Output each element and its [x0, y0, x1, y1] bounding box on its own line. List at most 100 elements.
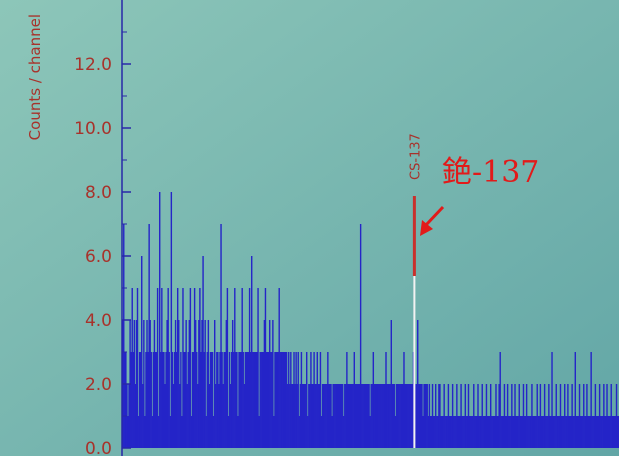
spectrum-bar	[306, 352, 308, 448]
spectrum-bar	[426, 384, 428, 448]
spectrum-bar	[372, 352, 375, 448]
spectrum-bar	[524, 416, 527, 448]
spectrum-bar	[268, 320, 271, 448]
spectrum-bar	[442, 416, 444, 448]
spectrum-bar	[255, 352, 257, 448]
spectrum-bar	[172, 384, 175, 448]
spectrum-bar	[451, 384, 454, 448]
spectrum-bar	[560, 416, 563, 448]
spectrum-bar	[236, 352, 238, 448]
spectrum-bar	[558, 416, 561, 448]
spectrum-bar	[265, 352, 268, 448]
y-tick-label: 2.0	[85, 375, 112, 395]
spectrum-bar	[148, 224, 150, 448]
spectrum-bar	[564, 384, 566, 448]
spectrum-bar	[327, 352, 329, 448]
spectrum-bar	[604, 416, 606, 448]
spectrum-bar	[212, 416, 215, 448]
spectrum-bar	[366, 384, 368, 448]
spectrum-bar	[273, 416, 275, 448]
spectrum-bar	[217, 352, 219, 448]
spectrum-bar	[535, 416, 537, 448]
spectrum-bar	[336, 384, 339, 448]
spectrum-bar	[446, 416, 449, 448]
spectrum-bar	[468, 416, 471, 448]
spectrum-bar	[133, 320, 136, 448]
spectrum-bar	[606, 384, 608, 448]
spectrum-bar	[334, 384, 336, 448]
spectrum-bar	[447, 384, 450, 448]
spectrum-bar	[616, 416, 619, 448]
spectrum-bar	[309, 384, 311, 448]
spectrum-bar	[263, 320, 266, 448]
spectrum-bar	[375, 384, 378, 448]
spectrum-bar	[405, 384, 407, 448]
spectrum-bar	[221, 352, 223, 448]
spectrum-bar	[556, 416, 559, 448]
spectrum-bar	[587, 416, 589, 448]
spectrum-bar	[137, 416, 140, 448]
spectrum-bar	[495, 384, 497, 448]
spectrum-bar	[615, 384, 618, 448]
spectrum-bar	[395, 384, 398, 448]
spectrum-bar	[588, 416, 590, 448]
spectrum-bar	[581, 416, 584, 448]
spectrum-bar	[553, 416, 555, 448]
spectrum-bar	[506, 384, 509, 448]
spectrum-bar	[235, 352, 237, 448]
spectrum-bar	[522, 384, 525, 448]
spectrum-bar	[123, 224, 125, 448]
spectrum-bar	[373, 384, 376, 448]
spectrum-bar	[161, 288, 163, 448]
spectrum-bar	[214, 320, 216, 448]
spectrum-bar	[497, 416, 499, 448]
spectrum-bar	[185, 320, 187, 448]
spectrum-bar	[326, 384, 328, 448]
spectrum-bar	[262, 352, 265, 448]
spectrum-bar	[165, 352, 167, 448]
spectrum-bar	[472, 416, 474, 448]
spectrum-bar	[602, 416, 604, 448]
spectrum-bar	[183, 352, 185, 448]
spectrum-bar	[200, 352, 202, 448]
y-tick-label: 0.0	[85, 439, 112, 456]
spectrum-bar	[574, 352, 576, 448]
spectrum-bar	[464, 384, 467, 448]
spectrum-bar	[572, 416, 574, 448]
spectrum-bar	[485, 384, 488, 448]
spectrum-bar	[222, 384, 224, 448]
spectrum-bar	[304, 384, 307, 448]
spectrum-bar	[329, 384, 331, 448]
spectrum-bar	[238, 352, 240, 448]
spectrum-bar	[542, 416, 545, 448]
spectrum-bar	[593, 416, 596, 448]
spectrum-bar	[142, 384, 144, 448]
spectrum-bar	[601, 416, 603, 448]
spectrum-bar	[302, 384, 305, 448]
spectrum-bar	[202, 256, 204, 448]
spectrum-bar	[187, 352, 189, 448]
spectrum-bar	[339, 384, 342, 448]
y-axis-ticks: 0.0 2.0 4.0 6.0 8.0 10.0 12.0	[74, 31, 131, 456]
spectrum-bar	[431, 384, 434, 448]
spectrum-bar	[384, 384, 386, 448]
spectrum-bar	[614, 416, 617, 448]
spectrum-bar	[252, 352, 254, 448]
spectrum-bar	[586, 384, 588, 448]
spectrum-bar	[521, 416, 524, 448]
spectrum-bar	[352, 384, 354, 448]
spectrum-bar	[594, 384, 597, 448]
spectrum-bar	[571, 384, 573, 448]
spectrum-bar	[300, 352, 303, 448]
spectrum-bar	[251, 256, 253, 448]
spectrum-bar	[355, 384, 358, 448]
spectrum-bar	[596, 416, 599, 448]
spectrum-bar	[435, 384, 437, 448]
spectrum-bar	[507, 416, 510, 448]
spectrum-bar	[184, 352, 186, 448]
spectrum-bar	[394, 416, 397, 448]
spectrum-bar	[438, 384, 440, 448]
spectrum-bar	[124, 352, 126, 448]
spectrum-bar	[465, 416, 468, 448]
spectrum-bar	[233, 352, 235, 448]
